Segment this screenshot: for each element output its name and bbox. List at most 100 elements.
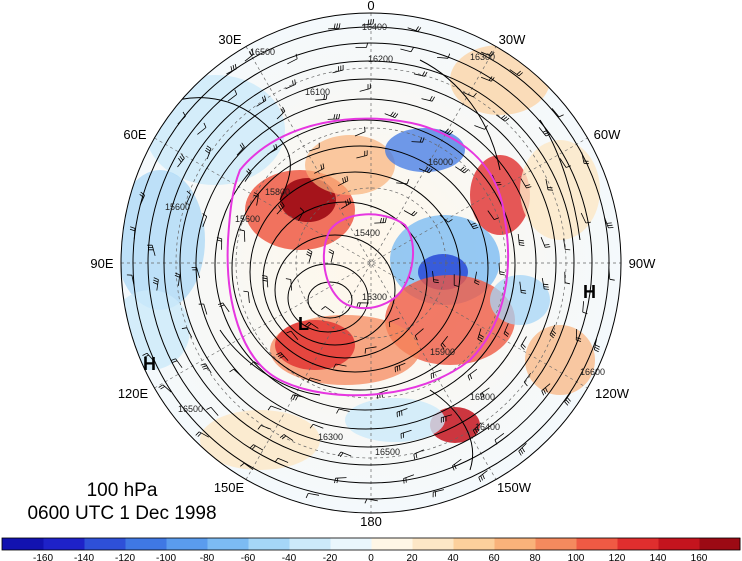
- wind-barb: [226, 68, 237, 75]
- contour-label: 16300: [318, 432, 343, 442]
- wind-barb-flag: [264, 95, 267, 101]
- longitude-labels: 0 30W 60W 90W 120W 150W 180 150E 120E 90…: [90, 0, 656, 529]
- wind-barb-flag: [216, 237, 222, 240]
- wind-barb-flag: [307, 377, 311, 383]
- colorbar-tick-label: 160: [691, 553, 708, 561]
- wind-barb-flag: [290, 394, 294, 400]
- wind-barb: [407, 27, 419, 32]
- wind-barb: [276, 111, 286, 120]
- contour-label: 16500: [250, 47, 275, 57]
- wind-barb-flag: [410, 47, 414, 53]
- wind-barb-flag: [262, 277, 268, 280]
- wind-barb: [308, 493, 320, 496]
- wind-barb: [199, 431, 209, 438]
- wind-barb: [309, 377, 321, 382]
- wind-barb: [403, 474, 415, 479]
- wind-barb-flag: [413, 454, 416, 460]
- wind-barb: [575, 328, 578, 341]
- wind-barb-flag: [541, 390, 545, 396]
- high-pressure-marker: H: [583, 282, 596, 302]
- wind-barb-flag: [249, 361, 255, 366]
- wind-barb: [400, 48, 412, 53]
- wind-barb: [266, 276, 269, 288]
- wind-barb-flag: [544, 131, 550, 135]
- longitude-label: 120W: [595, 386, 630, 401]
- contour-label: 16400: [475, 422, 500, 432]
- wind-barb-flag: [403, 478, 405, 484]
- longitude-label: 60W: [594, 127, 621, 142]
- wind-barb-flag: [334, 478, 336, 484]
- contour-label: 16400: [362, 22, 387, 32]
- longitude-label: 60E: [123, 127, 146, 142]
- wind-barb-flag: [337, 451, 342, 457]
- wind-barb-flag: [239, 144, 244, 150]
- wind-barb: [177, 115, 186, 125]
- wind-barb-flag: [449, 130, 454, 135]
- wind-barbs: [126, 18, 615, 504]
- wind-barb: [335, 363, 347, 367]
- wind-barb-flag: [281, 201, 285, 207]
- wind-barb-flag: [414, 335, 418, 341]
- wind-barb: [361, 23, 373, 26]
- wind-barb-flag: [472, 224, 478, 228]
- wind-barb: [403, 210, 414, 217]
- wind-barb-flag: [429, 96, 433, 101]
- wind-barb: [133, 228, 136, 240]
- wind-barb: [203, 303, 208, 315]
- wind-barb-flag: [336, 23, 338, 29]
- wind-barb-flag: [595, 344, 600, 348]
- colorbar-tick-label: 120: [609, 553, 626, 561]
- wind-barb-flag: [241, 142, 245, 148]
- colorbar-cell: [371, 538, 413, 550]
- wind-barb-flag: [447, 219, 453, 223]
- wind-barb: [314, 168, 325, 174]
- wind-barb-flag: [358, 302, 361, 308]
- contour-label: 15600: [165, 202, 190, 212]
- wind-barb-flag: [382, 217, 385, 223]
- colorbar: -160 -140 -120 -100 -80 -60 -40 -20 0 20 40 60 80 100…: [1, 537, 741, 561]
- colorbar-cell: [84, 538, 126, 550]
- wind-barb-flag: [478, 336, 484, 340]
- contour-label: 16300: [470, 52, 495, 62]
- wind-barb-flag: [460, 166, 465, 171]
- wind-barb-flag: [276, 352, 281, 356]
- wind-barb: [452, 458, 462, 467]
- wind-barb-flag: [543, 286, 549, 288]
- wind-barb: [463, 92, 474, 98]
- wind-barb: [139, 195, 145, 206]
- contour-label: 15400: [355, 228, 380, 238]
- wind-barb-flag: [494, 439, 498, 445]
- wind-barb-flag: [262, 275, 268, 277]
- colorbar-cell: [289, 538, 331, 550]
- wind-barb: [509, 69, 520, 77]
- wind-barb-flag: [550, 332, 556, 337]
- wind-barb-flag: [474, 282, 480, 286]
- wind-barb-flag: [606, 222, 612, 224]
- wind-barb-flag: [542, 129, 548, 133]
- wind-barb: [421, 98, 433, 102]
- jet-ring-outer: [226, 117, 510, 397]
- wind-barb: [519, 281, 522, 293]
- wind-barb: [580, 212, 587, 224]
- wind-barb-flag: [202, 213, 207, 217]
- wind-barb-flag: [566, 397, 571, 402]
- colorbar-tick-label: 80: [529, 553, 541, 561]
- longitude-label: 180: [360, 514, 382, 529]
- wind-barb: [604, 217, 609, 229]
- wind-barb-flag: [594, 349, 599, 353]
- colorbar-tick-label: 0: [368, 553, 374, 561]
- wind-barb-flag: [339, 452, 344, 458]
- wind-barb-flag: [545, 387, 548, 393]
- colorbar-tick-label: 140: [650, 553, 667, 561]
- wind-barb-flag: [609, 278, 615, 281]
- wind-barb-flag: [253, 192, 259, 196]
- wind-barb-flag: [197, 432, 202, 437]
- wind-barb-flag: [285, 278, 291, 280]
- wind-barb-flag: [200, 363, 206, 366]
- wind-barb-flag: [394, 367, 396, 373]
- wind-barb-flag: [499, 273, 505, 276]
- wind-barb-flag: [253, 194, 259, 198]
- contour-label: 16500: [178, 404, 203, 414]
- wind-barb-flag: [349, 198, 352, 204]
- wind-barb-flag: [518, 72, 523, 77]
